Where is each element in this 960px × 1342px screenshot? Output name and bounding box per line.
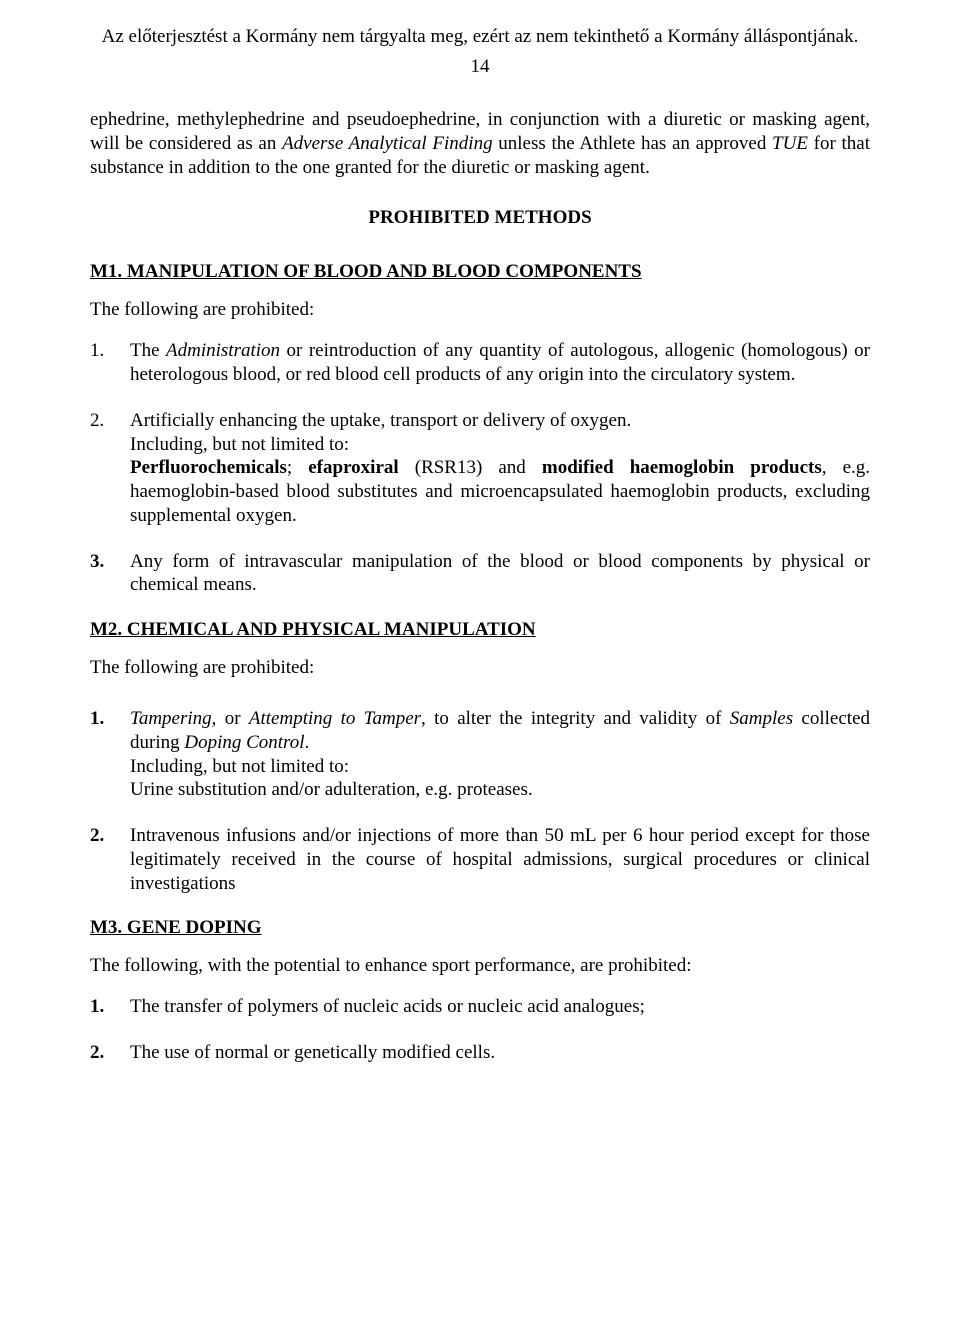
m1-item-2-sep1: ; [287,457,308,478]
m1-item-1: 1. The Administration or reintroduction … [90,339,870,387]
m2-item-1-period: . [305,732,310,753]
m1-item-1-italic: Administration [166,340,280,361]
m1-item-2-line2: Including, but not limited to: [130,434,349,455]
m1-item-3-text: Any form of intravascular manipulation o… [130,551,870,596]
m2-lead: The following are prohibited: [90,657,870,679]
m1-item-3: 3. Any form of intravascular manipulatio… [90,550,870,598]
m3-heading: M3. GENE DOPING [90,917,870,939]
m2-item-1-line2: Including, but not limited to: [130,756,349,777]
m2-item-1-italic4: Doping Control [184,732,304,753]
m2-item-1-num: 1. [90,707,104,731]
m3-item-1-text: The transfer of polymers of nucleic acid… [130,996,645,1017]
m3-item-2-text: The use of normal or genetically modifie… [130,1042,495,1063]
intro-italic-1: Adverse Analytical Finding [282,133,493,154]
section-title: PROHIBITED METHODS [90,207,870,229]
m1-item-2-bold1: Perfluorochemicals [130,457,287,478]
m2-item-1-mid2: , to alter the integrity and validity of [421,708,730,729]
page: Az előterjesztést a Kormány nem tárgyalt… [0,0,960,1127]
intro-mid: unless the Athlete has an approved [493,133,772,154]
m2-item-2-num: 2. [90,824,104,848]
m1-item-2-num: 2. [90,409,104,433]
m3-lead: The following, with the potential to enh… [90,955,870,977]
m1-list: 1. The Administration or reintroduction … [90,339,870,597]
m2-item-1-italic1: Tampering, [130,708,216,729]
intro-italic-2: TUE [772,133,808,154]
m1-lead: The following are prohibited: [90,299,870,321]
m2-item-1-italic2: Attempting to Tamper [249,708,421,729]
m3-item-2-num: 2. [90,1041,104,1065]
m3-item-1: 1. The transfer of polymers of nucleic a… [90,995,870,1019]
page-number: 14 [90,56,870,78]
m1-item-1-pre: The [130,340,166,361]
m2-item-1: 1. Tampering, or Attempting to Tamper, t… [90,707,870,802]
m2-item-2: 2. Intravenous infusions and/or injectio… [90,824,870,895]
m2-item-1-italic3: Samples [730,708,793,729]
m3-item-1-num: 1. [90,995,104,1019]
header-note: Az előterjesztést a Kormány nem tárgyalt… [90,26,870,48]
m1-item-2-line1: Artificially enhancing the uptake, trans… [130,410,631,431]
m1-item-2-bold3: modified haemoglobin products [542,457,822,478]
m1-item-2: 2. Artificially enhancing the uptake, tr… [90,409,870,528]
m2-heading: M2. CHEMICAL AND PHYSICAL MANIPULATION [90,619,870,641]
m2-item-1-line3: Urine substitution and/or adulteration, … [130,779,533,800]
m1-item-2-paren: (RSR13) and [399,457,542,478]
m2-item-2-text: Intravenous infusions and/or injections … [130,825,870,894]
m3-item-2: 2. The use of normal or genetically modi… [90,1041,870,1065]
m1-item-1-num: 1. [90,339,104,363]
m1-item-3-num: 3. [90,550,104,574]
m2-item-1-mid1: or [216,708,248,729]
m2-list: 1. Tampering, or Attempting to Tamper, t… [90,707,870,895]
m1-item-2-bold2: efaproxiral [308,457,398,478]
m1-heading: M1. MANIPULATION OF BLOOD AND BLOOD COMP… [90,261,870,283]
m3-list: 1. The transfer of polymers of nucleic a… [90,995,870,1065]
intro-paragraph: ephedrine, methylephedrine and pseudoeph… [90,108,870,179]
